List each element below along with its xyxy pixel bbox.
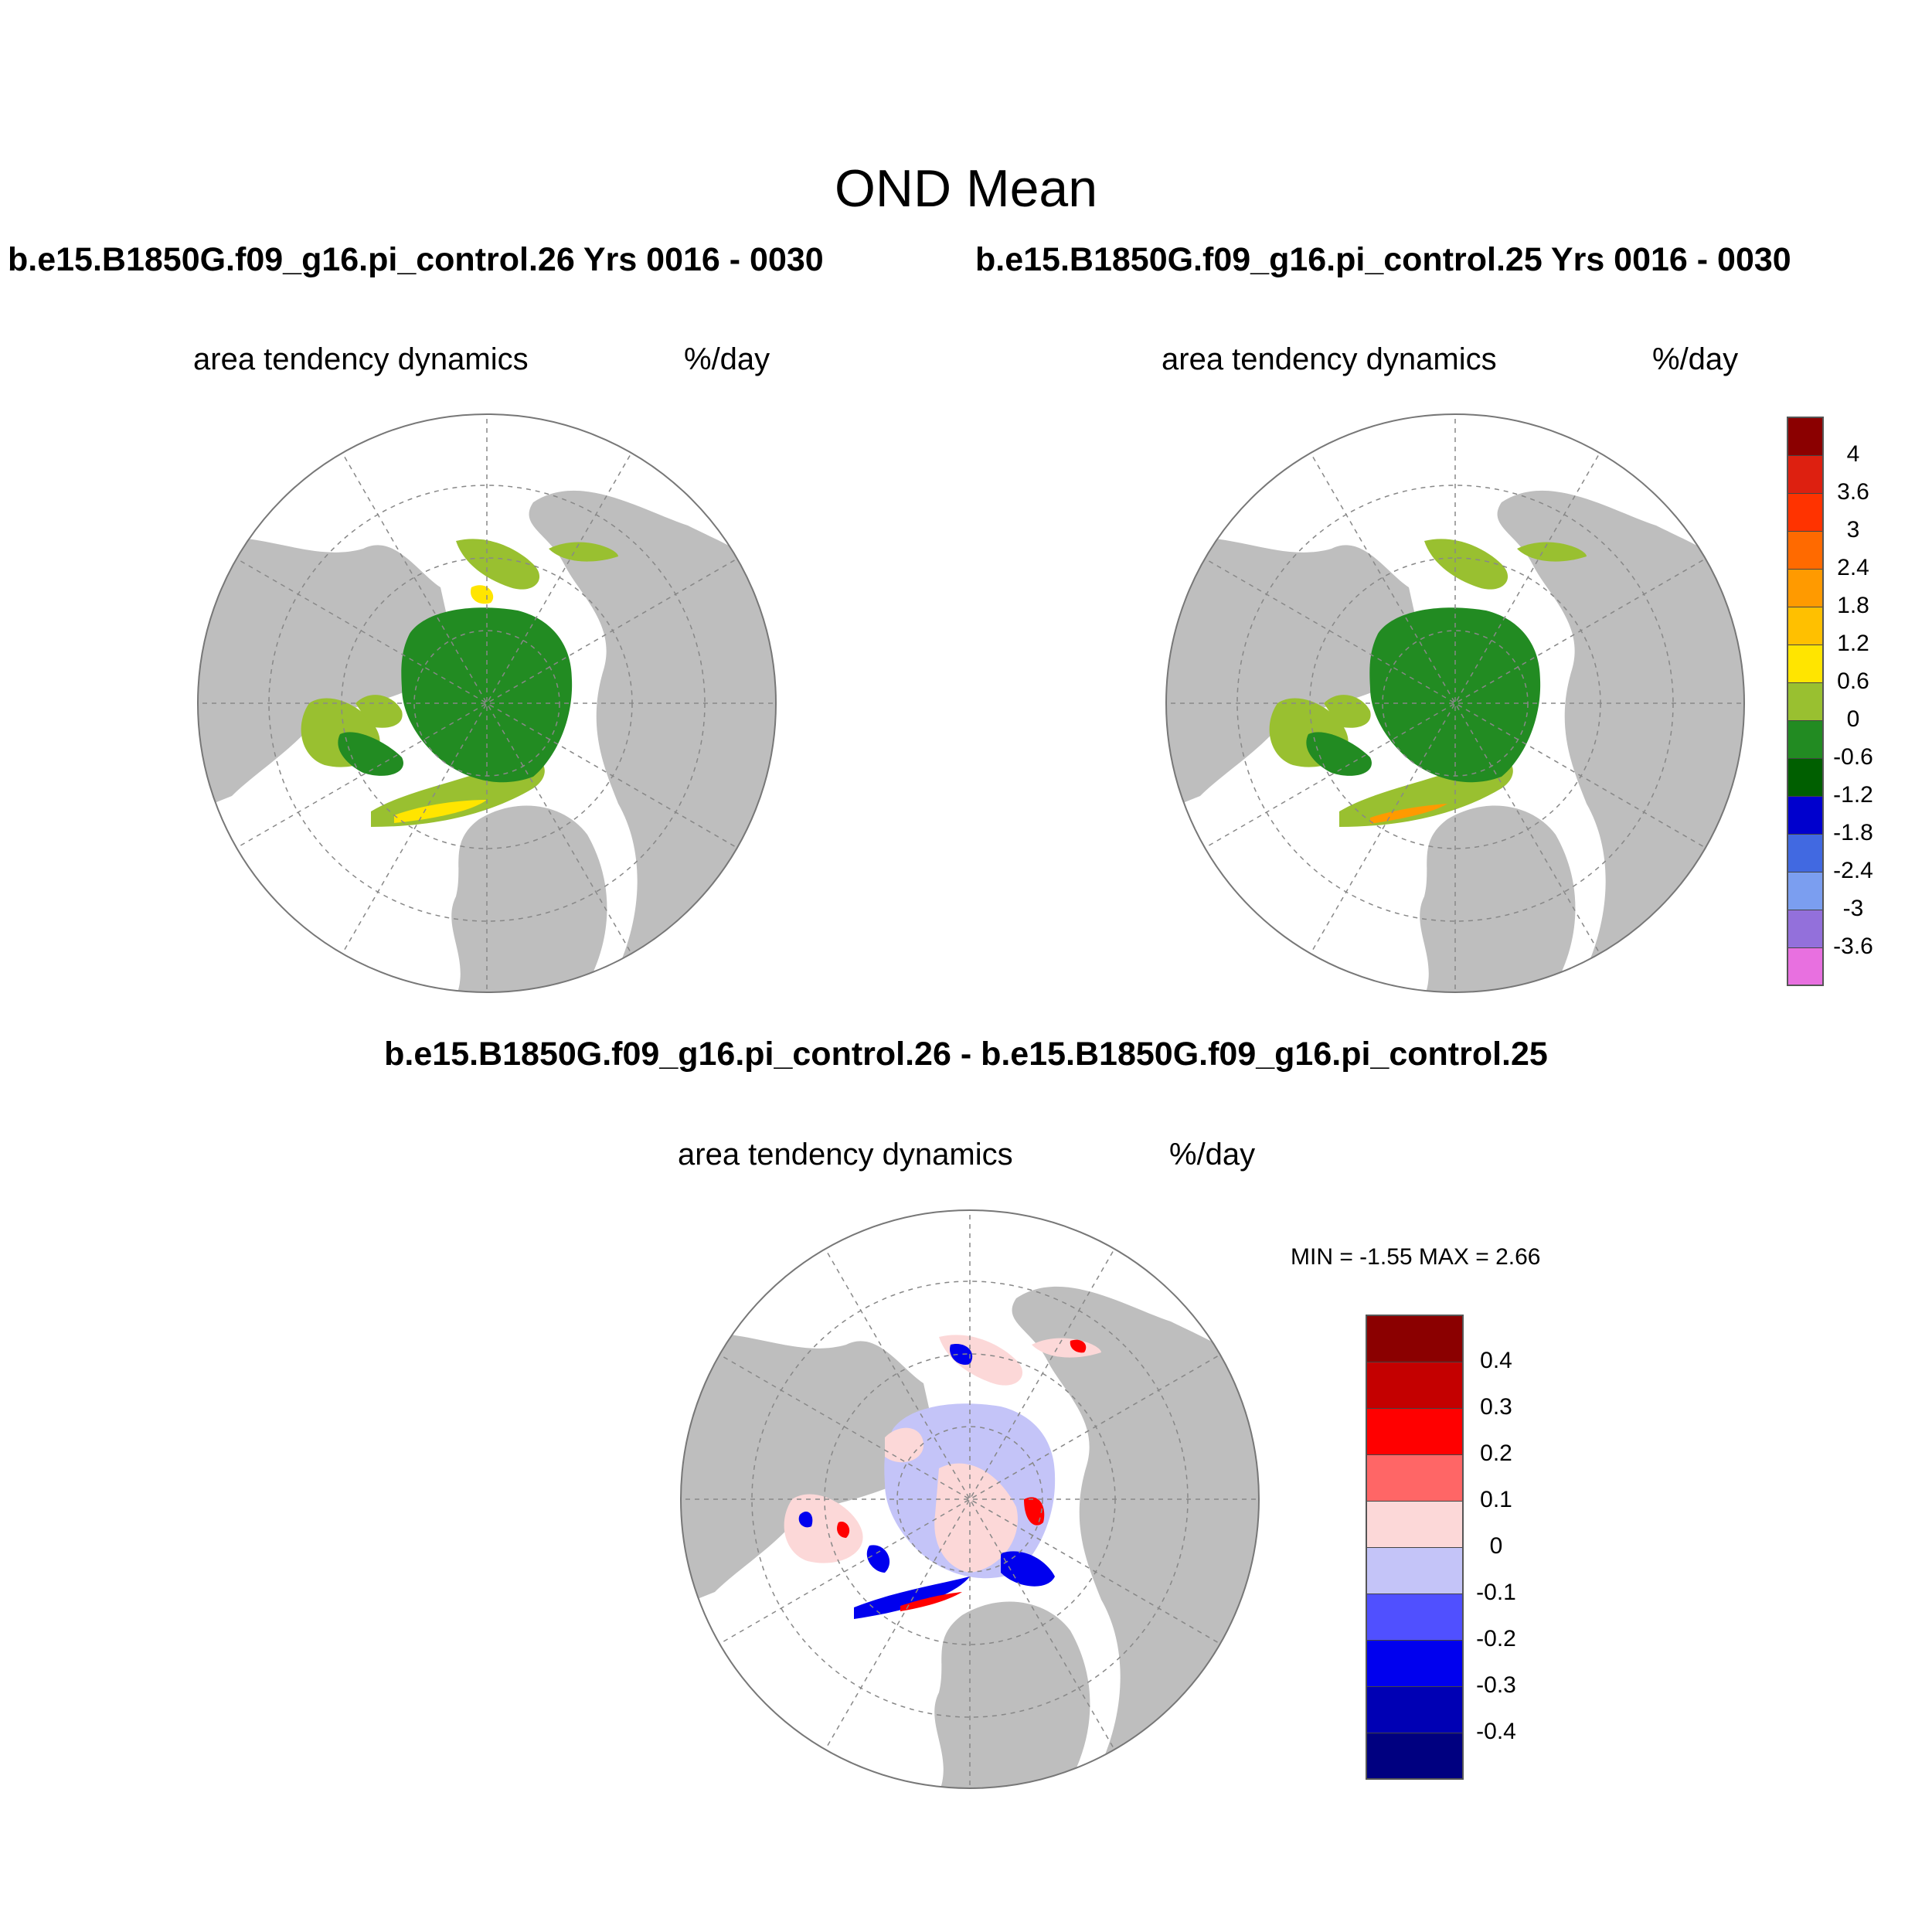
colorbar-tick-label: -3: [1842, 896, 1864, 921]
difference-title: b.e15.B1850G.f09_g16.pi_control.26 - b.e…: [384, 1036, 1548, 1073]
colorbar-segment: [1366, 1733, 1463, 1779]
colorbar-segment: [1787, 645, 1823, 682]
colorbar-tick-label: -0.1: [1476, 1580, 1516, 1605]
figure-title: OND Mean: [834, 159, 1098, 218]
sea-ice-field: [301, 539, 618, 827]
colorbar-tick-label: -0.6: [1833, 744, 1873, 770]
colorbar-tick-label: -0.3: [1476, 1672, 1516, 1698]
panel-2-variable-label: area tendency dynamics: [1162, 342, 1497, 376]
colorbar-segment: [1366, 1640, 1463, 1686]
colorbar-tick-label: 0: [1489, 1533, 1503, 1559]
colorbar-tick-label: 3: [1846, 517, 1860, 543]
colorbar-tick-label: 1.8: [1837, 593, 1869, 618]
colorbar-segment: [1366, 1408, 1463, 1454]
colorbar-segment: [1366, 1315, 1463, 1362]
land-mass: [681, 1287, 1259, 1788]
difference-minmax-label: MIN = -1.55 MAX = 2.66: [1291, 1244, 1541, 1270]
graticule: [198, 414, 776, 992]
land-mass: [198, 491, 776, 992]
colorbar-segment: [1787, 531, 1823, 569]
difference-units-label: %/day: [1169, 1138, 1256, 1172]
colorbar-segment: [1366, 1501, 1463, 1547]
colorbar-segment: [1787, 910, 1823, 947]
panel-1-variable-label: area tendency dynamics: [193, 342, 529, 376]
colorbar-segment: [1787, 682, 1823, 720]
colorbar-segment: [1787, 834, 1823, 872]
colorbar-tick-label: -1.2: [1833, 782, 1873, 808]
colorbar-difference: [1366, 1315, 1463, 1779]
colorbar-segment: [1366, 1686, 1463, 1733]
colorbar-segment: [1787, 947, 1823, 985]
polar-map-panel-2: [1165, 413, 1745, 993]
colorbar-tick-label: 4: [1846, 441, 1860, 467]
colorbar-tick-label: 0: [1846, 706, 1860, 732]
colorbar-segment: [1787, 455, 1823, 493]
colorbar-tick-label: 0.2: [1480, 1440, 1512, 1466]
sea-ice-field: [1269, 539, 1587, 827]
colorbar-tick-label: 0.4: [1480, 1348, 1512, 1373]
polar-map-panel-1: [197, 413, 777, 993]
colorbar-tick-label: 0.1: [1480, 1487, 1512, 1512]
graticule: [1166, 414, 1744, 992]
colorbar-segment: [1366, 1547, 1463, 1594]
panel-2-units-label: %/day: [1652, 342, 1739, 376]
colorbar-segment: [1787, 417, 1823, 455]
colorbar-segment: [1366, 1454, 1463, 1501]
colorbar-tick-label: -3.6: [1833, 934, 1873, 959]
difference-variable-label: area tendency dynamics: [678, 1138, 1013, 1172]
colorbar-segment: [1787, 569, 1823, 607]
colorbar-tick-label: 3.6: [1837, 479, 1869, 505]
graticule: [681, 1210, 1259, 1788]
colorbar-main: [1787, 417, 1823, 985]
panel-1-case-title: b.e15.B1850G.f09_g16.pi_control.26 Yrs 0…: [8, 241, 824, 278]
colorbar-tick-label: 2.4: [1837, 555, 1869, 580]
colorbar-segment: [1787, 872, 1823, 910]
map-boundary: [197, 413, 777, 993]
panel-2-case-title: b.e15.B1850G.f09_g16.pi_control.25 Yrs 0…: [975, 241, 1791, 278]
map-boundary: [680, 1209, 1260, 1789]
colorbar-tick-label: -0.4: [1476, 1719, 1516, 1744]
colorbar-tick-label: -1.8: [1833, 820, 1873, 845]
colorbar-tick-label: 1.2: [1837, 631, 1869, 656]
colorbar-segment: [1787, 796, 1823, 834]
map-boundary: [1165, 413, 1745, 993]
polar-map-difference: [680, 1209, 1260, 1789]
colorbar-tick-label: 0.3: [1480, 1394, 1512, 1420]
land-mass: [1166, 491, 1744, 992]
colorbar-segment: [1787, 720, 1823, 758]
colorbar-segment: [1787, 758, 1823, 796]
colorbar-segment: [1787, 493, 1823, 531]
colorbar-segment: [1366, 1594, 1463, 1640]
panel-1-units-label: %/day: [684, 342, 770, 376]
colorbar-tick-label: -2.4: [1833, 858, 1873, 883]
colorbar-segment: [1787, 607, 1823, 645]
colorbar-tick-label: -0.2: [1476, 1626, 1516, 1651]
colorbar-tick-label: 0.6: [1837, 668, 1869, 694]
colorbar-segment: [1366, 1362, 1463, 1408]
